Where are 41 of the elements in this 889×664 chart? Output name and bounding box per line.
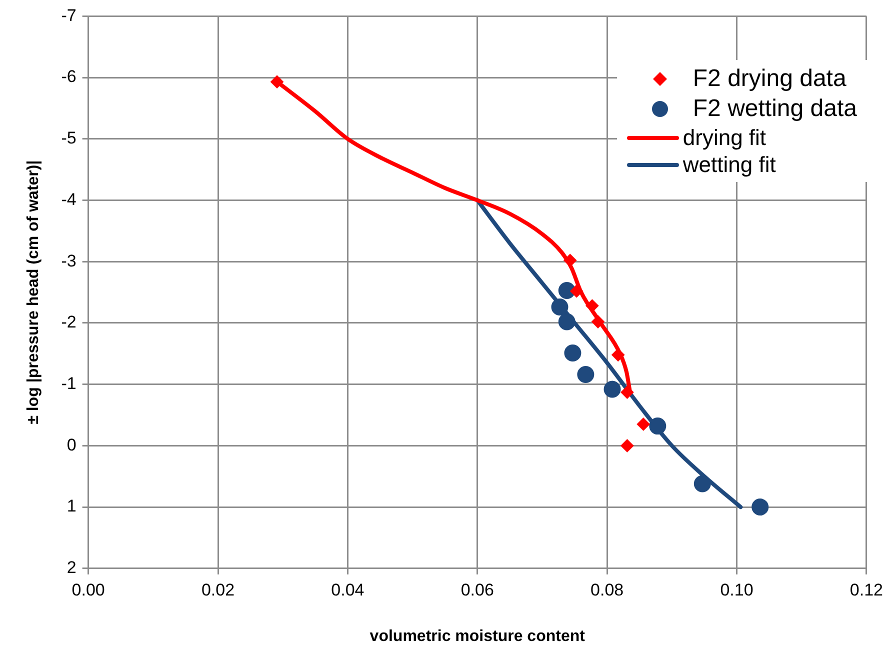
y-tick-label: -4: [61, 190, 76, 209]
x-tick-label: 0.04: [331, 580, 364, 600]
point: [649, 418, 666, 435]
point: [586, 299, 599, 312]
x-tick-label: 0.00: [72, 580, 105, 600]
legend-label: F2 wetting data: [692, 95, 857, 123]
x-axis-title: volumetric moisture content: [370, 628, 586, 645]
y-tick-label: -3: [61, 251, 76, 270]
x-tick-label: 0.02: [201, 580, 235, 600]
point: [564, 344, 582, 362]
point: [612, 348, 625, 362]
line-series: [475, 198, 743, 510]
y-tick-label: -2: [61, 312, 76, 332]
y-tick-label: -6: [61, 67, 76, 86]
point: [577, 366, 594, 384]
point: [620, 386, 634, 399]
point: [694, 475, 711, 492]
x-tick-label: 0.06: [460, 580, 494, 600]
x-tick-label: 0.08: [590, 580, 624, 600]
y-tick-label: 0: [66, 435, 76, 454]
x-tick-label: 0.10: [720, 580, 754, 600]
point: [564, 254, 577, 267]
point: [270, 75, 284, 88]
point: [570, 284, 584, 298]
y-axis-title: ± log |pressure head (cm of water)|: [25, 160, 42, 424]
point: [604, 380, 621, 398]
legend-label: F2 drying data: [692, 65, 846, 93]
point: [592, 315, 604, 328]
y-tick-label: 1: [66, 496, 76, 516]
legend-label: drying fit: [682, 124, 766, 150]
y-tick-label: -7: [61, 6, 76, 25]
legend-label: wetting fit: [682, 152, 776, 178]
y-tick-label: 2: [66, 558, 76, 578]
y-tick-label: -1: [61, 374, 76, 394]
point: [551, 298, 568, 316]
point: [752, 498, 769, 516]
y-tick-label: -5: [61, 128, 76, 148]
point: [558, 313, 576, 330]
x-tick-label: 0.12: [850, 580, 884, 600]
point: [636, 418, 650, 431]
point: [620, 439, 634, 452]
